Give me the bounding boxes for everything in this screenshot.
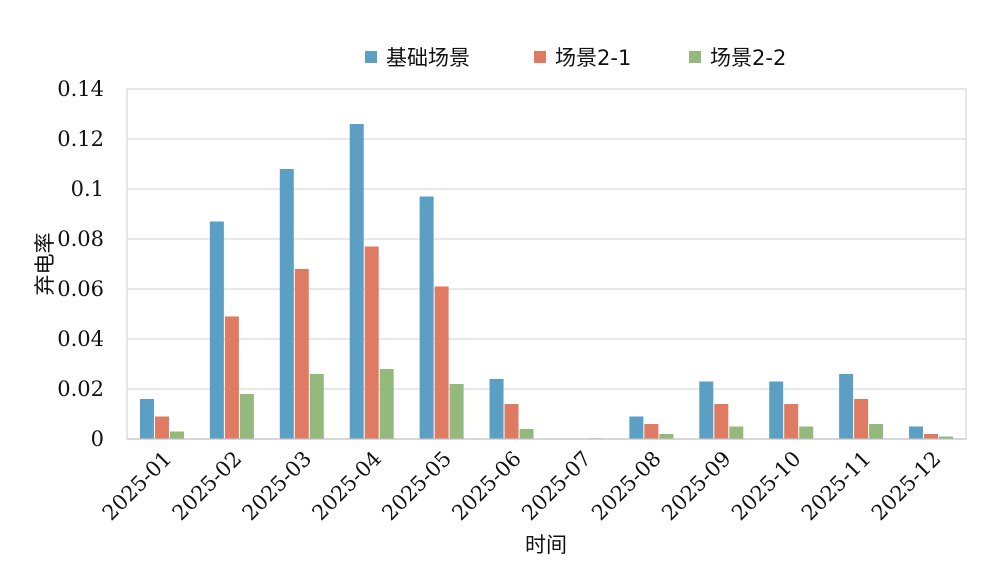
y-tick-label: 0.1 bbox=[71, 177, 104, 201]
bar bbox=[364, 246, 379, 439]
bar bbox=[169, 431, 184, 439]
bar bbox=[139, 399, 154, 439]
x-tick-label: 2025-03 bbox=[238, 446, 317, 525]
bar bbox=[629, 416, 644, 439]
bar bbox=[699, 381, 714, 439]
y-axis-ticks: 0 0.02 0.04 0.06 0.08 0.1 0.12 0.14 bbox=[57, 77, 104, 451]
x-tick-label: 2025-06 bbox=[447, 446, 526, 525]
bars bbox=[139, 124, 954, 439]
bar bbox=[839, 374, 854, 439]
bar bbox=[869, 424, 884, 439]
bar bbox=[489, 379, 504, 439]
bar bbox=[154, 416, 169, 439]
y-tick-label: 0.06 bbox=[57, 277, 104, 301]
x-tick-label: 2025-09 bbox=[657, 446, 736, 525]
y-tick-label: 0 bbox=[91, 427, 104, 451]
x-tick-label: 2025-04 bbox=[307, 446, 386, 525]
bar bbox=[294, 269, 309, 439]
bar bbox=[239, 394, 254, 439]
x-tick-label: 2025-10 bbox=[727, 446, 806, 525]
y-axis-title: 弃电率 bbox=[33, 233, 57, 296]
bar bbox=[504, 404, 519, 439]
bar bbox=[784, 404, 799, 439]
bar bbox=[729, 426, 744, 439]
bar bbox=[224, 316, 239, 439]
bar bbox=[434, 286, 449, 439]
bar bbox=[769, 381, 784, 439]
bar bbox=[659, 434, 674, 439]
legend-swatch bbox=[689, 51, 701, 63]
bar bbox=[854, 399, 869, 439]
y-tick-label: 0.08 bbox=[57, 227, 104, 251]
x-tick-label: 2025-01 bbox=[98, 446, 177, 525]
bar bbox=[209, 221, 224, 439]
bar bbox=[714, 404, 729, 439]
bar bbox=[279, 169, 294, 439]
y-tick-label: 0.14 bbox=[57, 77, 104, 101]
gridlines bbox=[127, 88, 966, 390]
bar bbox=[449, 384, 464, 439]
legend-swatch bbox=[534, 51, 546, 63]
bar bbox=[519, 429, 534, 439]
legend: 基础场景 场景2-1 场景2-2 bbox=[365, 46, 786, 70]
x-tick-label: 2025-08 bbox=[587, 446, 666, 525]
x-tick-label: 2025-02 bbox=[168, 446, 247, 525]
legend-label: 场景2-1 bbox=[555, 46, 631, 70]
bar bbox=[644, 424, 659, 439]
y-tick-label: 0.02 bbox=[57, 377, 104, 401]
x-tick-label: 2025-05 bbox=[377, 446, 456, 525]
x-tick-label: 2025-07 bbox=[517, 446, 596, 525]
x-axis-ticks: 2025-012025-022025-032025-042025-052025-… bbox=[98, 446, 946, 525]
bar bbox=[379, 369, 394, 439]
bar bbox=[924, 434, 939, 439]
bar bbox=[309, 374, 324, 439]
bar bbox=[349, 124, 364, 439]
x-axis-title: 时间 bbox=[525, 533, 567, 557]
legend-label: 基础场景 bbox=[386, 46, 470, 70]
x-tick-label: 2025-11 bbox=[797, 446, 876, 525]
legend-swatch bbox=[365, 51, 377, 63]
y-tick-label: 0.12 bbox=[57, 127, 104, 151]
bar bbox=[799, 426, 814, 439]
bar bbox=[939, 436, 954, 439]
y-tick-label: 0.04 bbox=[57, 327, 104, 351]
bar bbox=[909, 426, 924, 439]
x-tick-label: 2025-12 bbox=[867, 446, 946, 525]
bar bbox=[419, 196, 434, 439]
legend-label: 场景2-2 bbox=[710, 46, 786, 70]
